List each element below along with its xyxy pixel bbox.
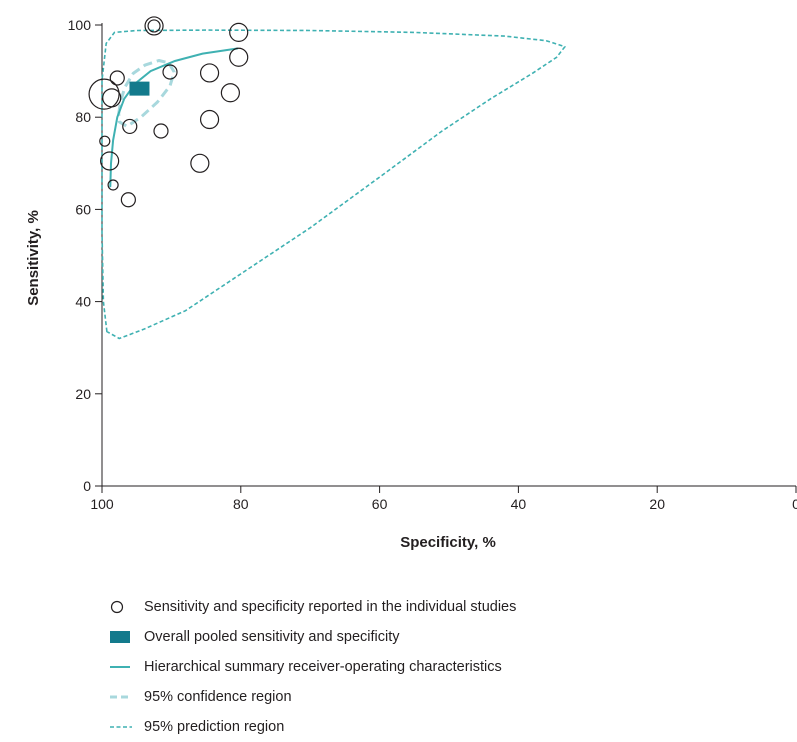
study-point xyxy=(100,151,120,171)
study-point xyxy=(102,88,122,108)
study-point xyxy=(144,16,164,36)
x-tick-label: 40 xyxy=(511,496,527,512)
legend-solid-line-icon xyxy=(108,660,134,674)
y-tick-label: 60 xyxy=(75,201,91,217)
study-point xyxy=(153,123,169,139)
study-point xyxy=(109,70,125,86)
legend-circle-icon xyxy=(108,600,134,614)
y-tick-label: 20 xyxy=(75,386,91,402)
study-point xyxy=(122,118,138,135)
study-point xyxy=(199,109,220,130)
study-point xyxy=(190,153,210,173)
study-point xyxy=(99,135,111,147)
confidence-region xyxy=(117,59,176,128)
x-axis-title: Specificity, % xyxy=(400,534,496,551)
study-point xyxy=(107,179,119,191)
y-tick-label: 0 xyxy=(83,478,91,494)
legend-label-prediction: 95% prediction region xyxy=(144,719,285,735)
x-tick-label: 100 xyxy=(90,496,114,512)
y-tick-label: 80 xyxy=(75,109,91,125)
y-tick-label: 100 xyxy=(68,17,92,33)
legend-label-hsroc: Hierarchical summary receiver-operating … xyxy=(144,659,502,675)
y-axis-title: Sensitivity, % xyxy=(25,210,42,306)
legend-label-pooled: Overall pooled sensitivity and specifici… xyxy=(144,629,400,645)
x-tick-label: 0 xyxy=(792,496,797,512)
study-point xyxy=(88,78,120,110)
study-point-inner xyxy=(147,19,161,33)
legend-label-studies: Sensitivity and specificity reported in … xyxy=(144,599,517,615)
study-point xyxy=(229,22,249,42)
study-points xyxy=(88,16,249,208)
prediction-region xyxy=(101,29,566,340)
axes: 100 80 60 40 20 0 0 20 40 60 80 100 xyxy=(68,17,797,512)
legend-dash-line-icon xyxy=(108,690,134,704)
x-tick-label: 60 xyxy=(372,496,388,512)
legend-item-confidence: 95% confidence region xyxy=(108,682,516,712)
legend-item-pooled: Overall pooled sensitivity and specifici… xyxy=(108,622,516,652)
study-point xyxy=(162,64,178,80)
legend-item-prediction: 95% prediction region xyxy=(108,712,516,742)
study-point xyxy=(199,63,220,83)
legend-item-studies: Sensitivity and specificity reported in … xyxy=(108,592,516,622)
legend-label-confidence: 95% confidence region xyxy=(144,689,292,705)
study-point xyxy=(120,192,136,208)
study-point xyxy=(229,47,249,67)
x-tick-label: 80 xyxy=(233,496,249,512)
x-tick-label: 20 xyxy=(649,496,665,512)
legend-dotted-line-icon xyxy=(108,720,134,734)
study-point xyxy=(220,83,240,103)
legend-square-icon xyxy=(108,630,134,644)
pooled-estimate xyxy=(129,81,150,96)
y-tick-label: 40 xyxy=(75,294,91,310)
legend-item-hsroc: Hierarchical summary receiver-operating … xyxy=(108,652,516,682)
